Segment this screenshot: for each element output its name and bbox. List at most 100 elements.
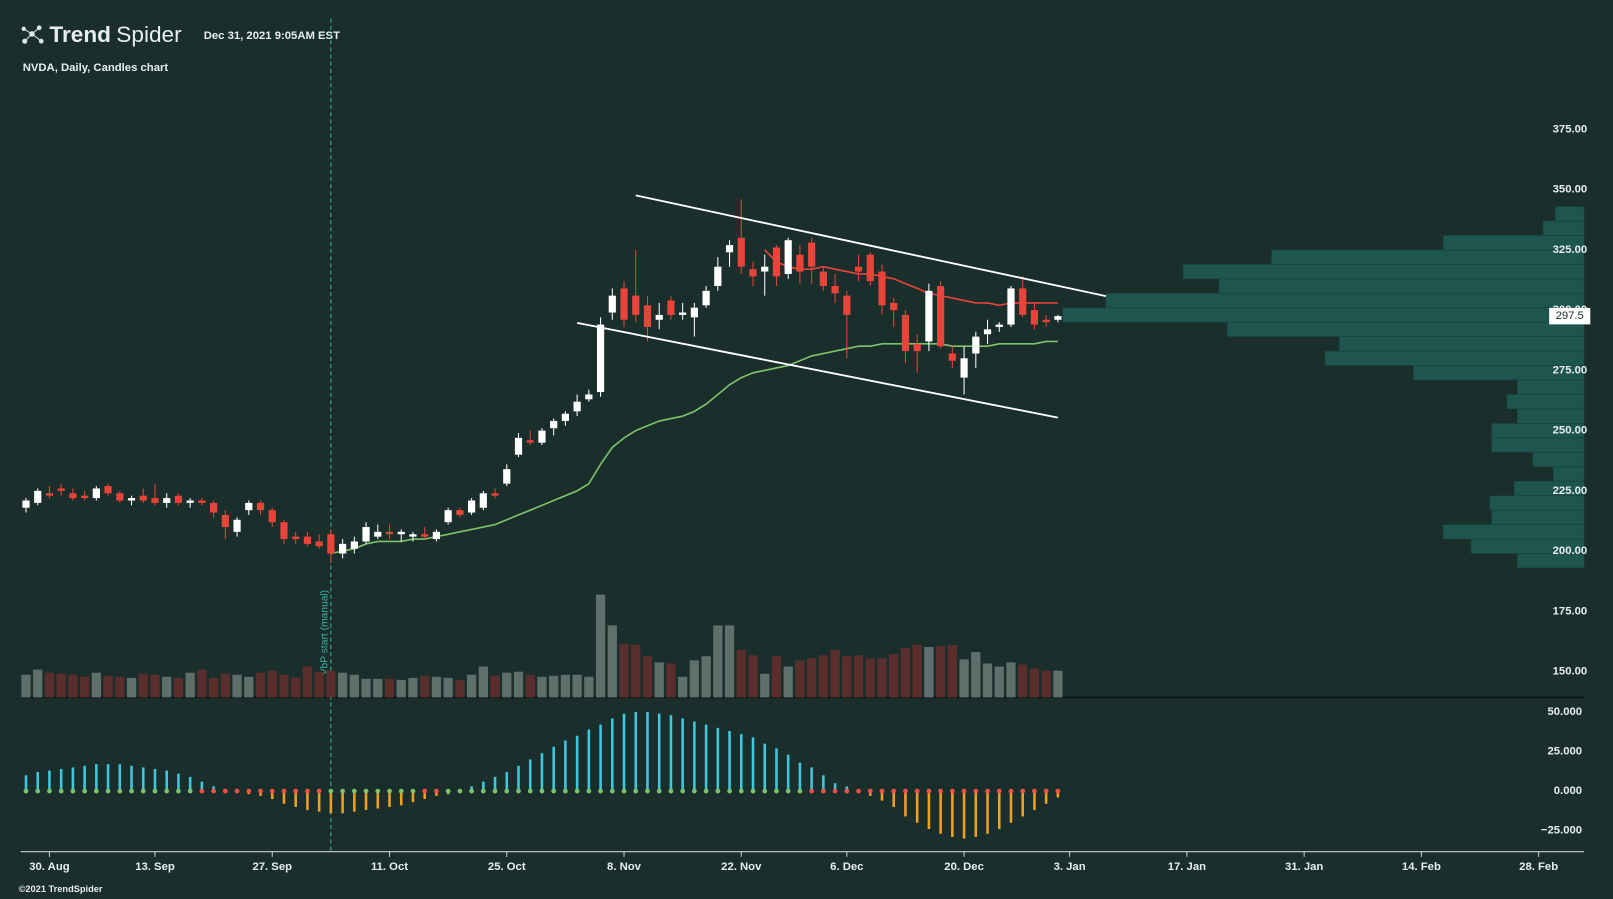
osc-dot [258,788,263,794]
volume-bar [654,662,664,698]
osc-dot [785,788,791,794]
volume-bar [103,675,113,698]
candle-body [913,343,921,352]
osc-dot [480,788,486,794]
osc-dot [750,788,756,794]
volume-bar [1018,664,1028,698]
candle-body [139,495,147,501]
osc-dot [422,788,428,794]
osc-dot [738,788,744,794]
osc-dot [375,788,381,794]
volume-profile-bar [1542,220,1585,236]
volume-bar [79,676,90,698]
osc-dot [457,788,463,794]
volume-bar [33,669,43,698]
volume-profile-bar [1226,321,1585,337]
candle-body [925,290,933,342]
candle-body [456,510,464,515]
candle-body [538,430,546,443]
volume-profile-bar [1552,466,1585,482]
osc-dot [926,788,932,794]
osc-dot [949,788,955,794]
volume-bar [607,625,617,698]
osc-dot [328,788,334,794]
osc-dot [199,788,205,794]
candle-body [561,413,569,421]
volume-bar [900,648,911,698]
x-tick-label: 25. Oct [488,861,526,873]
volume-bar [314,671,324,698]
volume-bar [197,669,207,698]
chart-title: NVDA, Daily, Candles chart [23,62,169,74]
volume-profile-bar [1218,278,1585,294]
candle-body [186,500,194,503]
volume-bar [291,677,301,698]
osc-dot [305,788,310,794]
osc-tick-label: 0.000 [1554,785,1582,797]
y-tick-label: 150.00 [1553,666,1588,678]
osc-dot [47,788,52,794]
osc-dot [539,788,545,794]
candle-body [22,500,30,508]
volume-bar [1029,668,1040,698]
candle-body [163,498,171,503]
candle-body [596,324,605,393]
osc-dot [774,788,779,794]
y-tick-label: 275.00 [1553,364,1588,376]
osc-dot [1055,788,1061,794]
osc-dot [996,788,1002,794]
volume-bar [150,674,160,698]
candle-body [245,502,253,511]
volume-bar [713,625,723,698]
volume-bar [302,666,313,698]
candle-body [116,493,124,501]
volume-bar [642,656,653,698]
candle-body [432,531,441,540]
candle-body [761,266,769,272]
candle-body [69,493,77,499]
footer: ©2021 TrendSpider [19,884,103,894]
y-tick-label: 350.00 [1553,184,1588,196]
volume-bar [455,679,465,698]
osc-dot [727,788,732,794]
candle-body [385,531,394,535]
osc-dot [316,788,322,794]
volume-bar [560,674,571,698]
volume-bar [525,674,535,698]
volume-bar [994,666,1004,698]
osc-dot [680,788,686,794]
osc-dot [1032,788,1037,794]
volume-profile-bar [1062,307,1585,323]
osc-dot [527,788,533,794]
osc-dot [692,788,697,794]
osc-dot [187,788,193,794]
osc-dot [821,788,826,794]
osc-dot [891,788,897,794]
osc-dot [1043,788,1049,794]
candle-body [233,519,241,532]
volume-bar [431,676,442,698]
osc-dot [574,788,580,794]
volume-bar [666,663,676,698]
osc-dot [633,788,639,794]
candle-body [573,401,581,412]
volume-bar [936,645,946,698]
volume-bar [21,674,31,698]
osc-dot [668,788,674,794]
candle-body [890,302,898,311]
candle-body [725,245,734,253]
volume-profile-bar [1182,264,1585,280]
volume-bar [783,666,793,698]
candle-body [948,353,956,361]
candle-body [901,314,910,352]
volume-bar [126,677,137,698]
y-tick-label: 325.00 [1553,244,1588,256]
volume-bar [420,675,430,698]
candle-body [690,307,698,318]
osc-dot [879,788,885,794]
volume-bar [701,656,711,698]
y-tick-label: 225.00 [1553,485,1588,497]
volume-bar [924,646,934,698]
x-tick-label: 17. Jan [1168,861,1206,873]
